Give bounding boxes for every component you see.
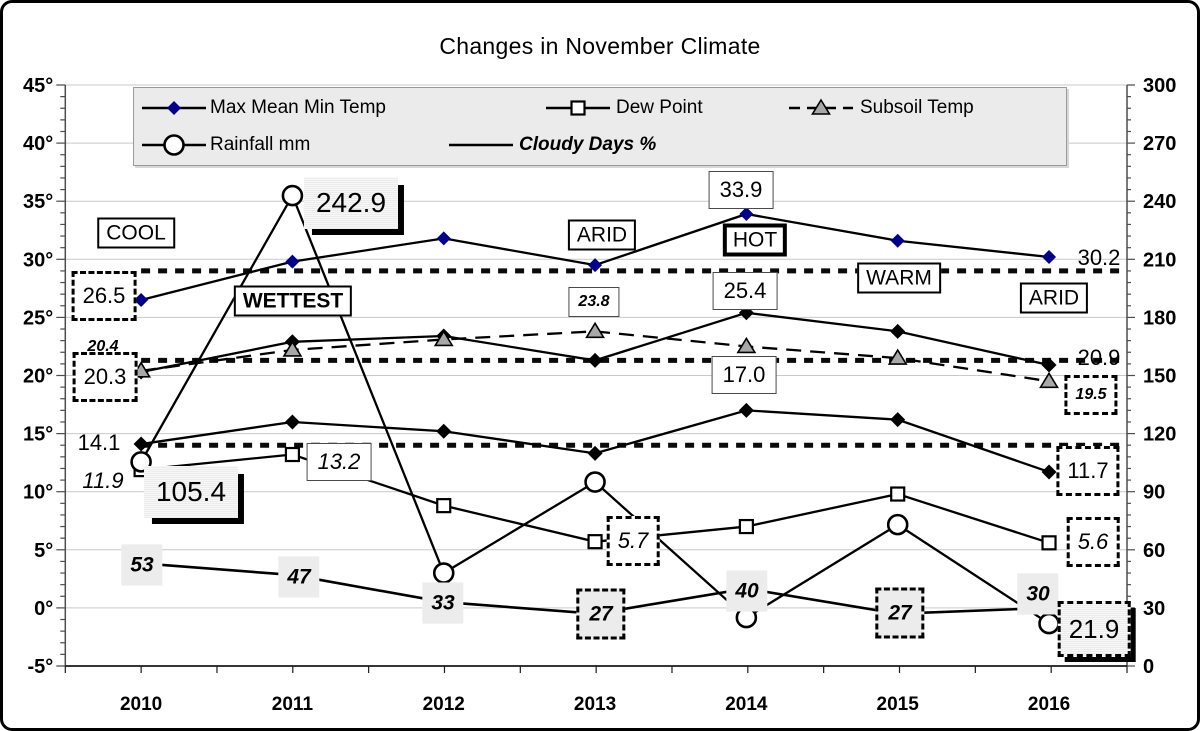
svg-text:2014: 2014 [725,694,768,715]
svg-text:0: 0 [1143,656,1154,678]
svg-text:2015: 2015 [877,694,920,715]
svg-text:2012: 2012 [423,694,465,715]
axes [56,84,1135,673]
legend: Max Mean Min Temp Dew Point Subsoil Temp Ra… [133,87,1067,166]
svg-text:20°: 20° [23,366,53,388]
svg-text:210: 210 [1143,249,1176,271]
axis-labels: 45°40°35°30°25°20°15°10°5°0°-5°300270240… [23,75,1176,715]
series-dew-point [133,446,1057,551]
svg-text:10°: 10° [23,482,53,504]
svg-text:25°: 25° [23,307,53,329]
legend-label-dew-point: Dew Point [616,97,703,118]
svg-text:2010: 2010 [120,694,162,715]
svg-text:0°: 0° [34,598,53,620]
triangle-legend-icon [789,98,853,115]
svg-text:30: 30 [1143,598,1165,620]
legend-label-max-mean-min-temp: Max Mean Min Temp [210,97,386,118]
svg-text:2011: 2011 [272,694,314,715]
legend-label-cloudy-days: Cloudy Days % [519,134,657,155]
svg-text:60: 60 [1143,540,1165,562]
svg-text:-5°: -5° [28,656,54,678]
svg-text:300: 300 [1143,75,1176,97]
svg-text:90: 90 [1143,482,1165,504]
svg-text:40°: 40° [23,133,53,155]
svg-text:35°: 35° [23,191,53,213]
svg-text:45°: 45° [23,75,53,97]
svg-text:15°: 15° [23,424,53,446]
svg-text:150: 150 [1143,366,1176,388]
svg-text:270: 270 [1143,133,1176,155]
svg-text:120: 120 [1143,424,1176,446]
series-max-temp [134,206,1057,307]
svg-text:240: 240 [1143,191,1176,213]
reference-lines [141,268,1127,448]
chart-title: Changes in November Climate [439,33,761,59]
svg-text:2013: 2013 [574,694,616,715]
series-mean-temp [133,305,1057,380]
svg-text:180: 180 [1143,307,1176,329]
series-min-temp [133,402,1057,480]
circle-legend-icon [142,134,206,156]
svg-text:2016: 2016 [1028,694,1070,715]
square-legend-icon [546,100,610,116]
svg-text:30°: 30° [23,249,53,271]
plain-legend-icon [449,143,513,147]
series-rainfall-mm [130,184,1060,635]
svg-text:5°: 5° [34,540,53,562]
legend-label-rainfall-mm: Rainfall mm [210,134,311,155]
diamond-legend-icon [142,101,206,115]
series-cloudy-days [141,562,1050,616]
legend-label-subsoil-temp: Subsoil Temp [860,97,974,118]
